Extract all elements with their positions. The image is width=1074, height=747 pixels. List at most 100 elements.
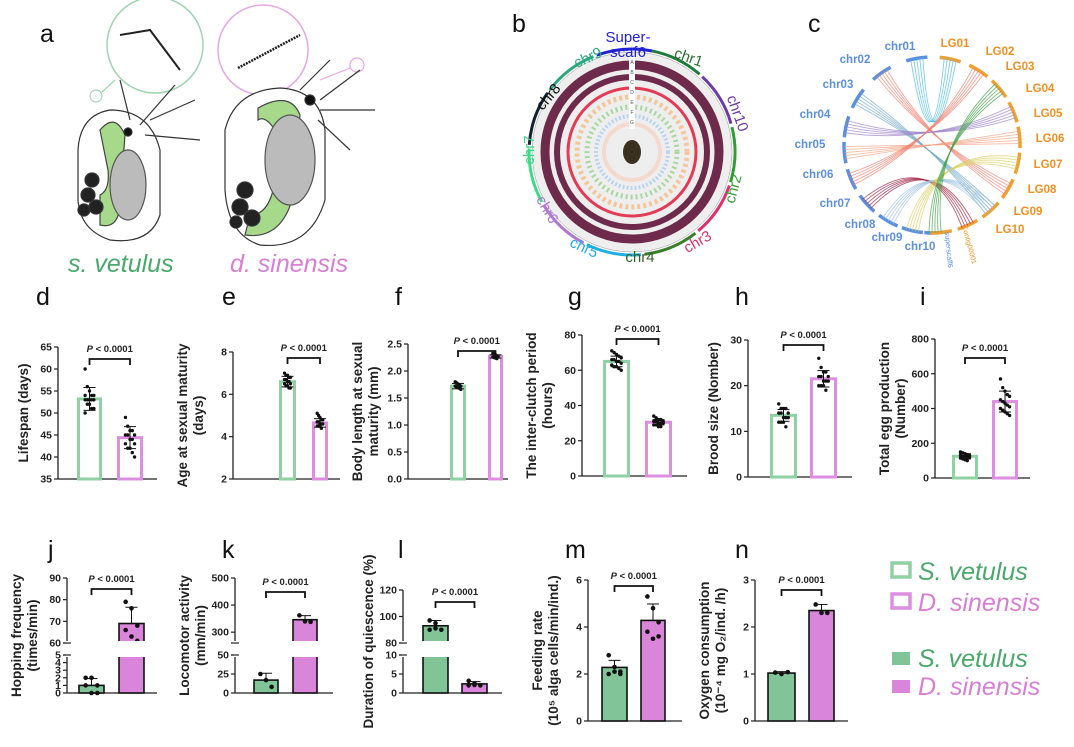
data-point bbox=[129, 606, 134, 611]
data-point bbox=[123, 627, 128, 633]
data-point bbox=[466, 678, 471, 684]
y-tick-label: 1.5 bbox=[387, 393, 402, 405]
data-point bbox=[1007, 405, 1012, 409]
y-tick-label: 600 bbox=[911, 368, 929, 380]
data-point bbox=[779, 406, 783, 411]
data-point bbox=[781, 420, 786, 424]
panel-letter-c: c bbox=[808, 10, 821, 38]
data-point bbox=[786, 415, 790, 420]
track-letter: B bbox=[630, 70, 634, 76]
bar-g-d-sinensis bbox=[645, 420, 672, 478]
bar-h-d-sinensis bbox=[810, 377, 837, 479]
y-tick-label: 80 bbox=[49, 594, 61, 606]
data-point bbox=[826, 379, 830, 383]
data-point bbox=[819, 374, 823, 379]
data-point bbox=[652, 414, 656, 418]
panel-letter-e: e bbox=[222, 283, 236, 311]
data-point bbox=[654, 419, 658, 424]
track-letter: A bbox=[630, 60, 634, 66]
data-point bbox=[472, 682, 477, 688]
panel-letter-m: m bbox=[565, 536, 586, 564]
synteny-link bbox=[862, 177, 963, 228]
bar-m-d-sinensis bbox=[640, 619, 666, 722]
species-label-d-sinensis: d. sinensis bbox=[230, 250, 348, 278]
p-value-label: P < 0.0001 bbox=[281, 343, 328, 354]
data-point bbox=[89, 675, 94, 681]
s-vetulus-illustration bbox=[77, 0, 204, 242]
chart-i: i 0 200 400 600 800 Total egg production (Numbe… bbox=[877, 283, 1030, 485]
significance-bracket bbox=[88, 358, 131, 365]
y-tick-label: 1.0 bbox=[387, 420, 402, 432]
data-point bbox=[619, 368, 623, 372]
chart-e: e 2 4 6 8 Age at sexual maturity (days) P < 0.0… bbox=[175, 283, 340, 488]
synteny-link bbox=[905, 163, 1017, 230]
p-value-label: P < 0.0001 bbox=[962, 343, 1009, 354]
legend-swatch-filled-s-vetulus bbox=[892, 652, 910, 665]
data-point bbox=[92, 393, 96, 398]
y-tick-label: 0 bbox=[55, 688, 61, 700]
data-point bbox=[85, 384, 90, 389]
y-tick-label: 300 bbox=[211, 627, 229, 639]
data-point bbox=[819, 610, 824, 616]
y-axis-label: (days) bbox=[191, 396, 206, 436]
legend-open-d-sinensis: D. sinensis bbox=[918, 589, 1040, 617]
track-letter: D bbox=[630, 90, 634, 96]
data-point bbox=[130, 428, 134, 433]
data-point bbox=[83, 411, 87, 415]
y-tick-label: 40 bbox=[40, 452, 52, 464]
legend: S. vetulus D. sinensis S. vetulus D. sin… bbox=[890, 558, 1040, 701]
y-tick-label: 20 bbox=[730, 380, 742, 392]
y-tick-label: 50 bbox=[40, 408, 52, 420]
bar-l-s-vetulus bbox=[422, 624, 449, 694]
y-axis-label: (Number) bbox=[893, 379, 908, 439]
track-letter: E bbox=[630, 100, 634, 106]
data-point bbox=[817, 356, 821, 360]
data-point bbox=[258, 671, 263, 677]
significance-bracket bbox=[434, 601, 476, 608]
y-tick-label: 80 bbox=[564, 330, 576, 342]
p-value-label: P < 0.0001 bbox=[780, 330, 827, 341]
y-tick-label: 100 bbox=[379, 611, 397, 623]
data-point bbox=[610, 363, 614, 367]
synteny-link bbox=[910, 57, 945, 123]
data-point bbox=[785, 669, 791, 675]
y-tick-label: 2.5 bbox=[387, 339, 402, 351]
significance-bracket bbox=[457, 350, 497, 357]
chromosome-arc bbox=[527, 92, 549, 145]
y-tick-label: 0 bbox=[923, 473, 929, 485]
bar-f-d-sinensis bbox=[488, 354, 503, 481]
panel-letter-a: a bbox=[40, 20, 54, 48]
track-letter: F bbox=[630, 110, 633, 116]
y-tick-label: 2 bbox=[576, 669, 582, 681]
synteny-link bbox=[847, 117, 1016, 133]
data-point bbox=[95, 690, 100, 696]
data-point bbox=[656, 634, 661, 639]
data-point bbox=[288, 386, 293, 390]
data-point bbox=[135, 623, 140, 628]
data-point bbox=[612, 664, 617, 670]
data-point bbox=[817, 374, 821, 379]
data-point bbox=[654, 423, 658, 427]
track-letter: G bbox=[630, 120, 634, 126]
y-tick-label: 40 bbox=[564, 400, 576, 412]
label-LG04: LG04 bbox=[1026, 83, 1055, 95]
y-axis-label: (10⁻⁴ mg O₂/ind. /h) bbox=[713, 588, 728, 714]
y-tick-label: 5 bbox=[391, 669, 397, 681]
data-point bbox=[95, 683, 100, 688]
data-point bbox=[92, 398, 96, 402]
label-LG06: LG06 bbox=[1036, 133, 1065, 145]
y-tick-label: 3 bbox=[743, 575, 749, 587]
significance-bracket bbox=[613, 585, 654, 592]
synteny-link bbox=[928, 92, 1004, 233]
y-tick-label: 0.0 bbox=[387, 474, 402, 486]
y-tick-label: 200 bbox=[911, 438, 929, 450]
y-tick-label: 60 bbox=[40, 364, 52, 376]
chromosome-arc bbox=[901, 226, 924, 235]
p-value-label: P < 0.0001 bbox=[262, 577, 309, 588]
y-axis-label: maturity (mm) bbox=[366, 366, 381, 456]
chart-n: n 0 1 2 3 Oxygen consumption (10⁻⁴ mg O₂/ind. … bbox=[697, 536, 848, 728]
data-point bbox=[427, 618, 432, 623]
data-point bbox=[614, 352, 619, 357]
